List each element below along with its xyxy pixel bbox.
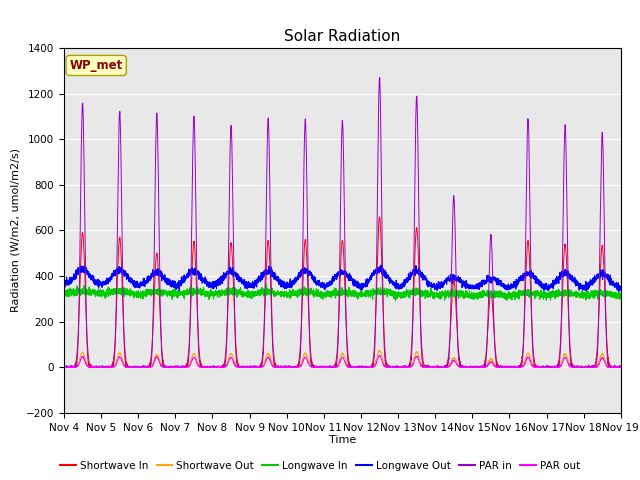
Text: WP_met: WP_met (70, 59, 123, 72)
Legend: Shortwave In, Shortwave Out, Longwave In, Longwave Out, PAR in, PAR out: Shortwave In, Shortwave Out, Longwave In… (56, 456, 584, 475)
Title: Solar Radiation: Solar Radiation (284, 29, 401, 44)
Y-axis label: Radiation (W/m2, umol/m2/s): Radiation (W/m2, umol/m2/s) (10, 148, 20, 312)
X-axis label: Time: Time (329, 435, 356, 445)
